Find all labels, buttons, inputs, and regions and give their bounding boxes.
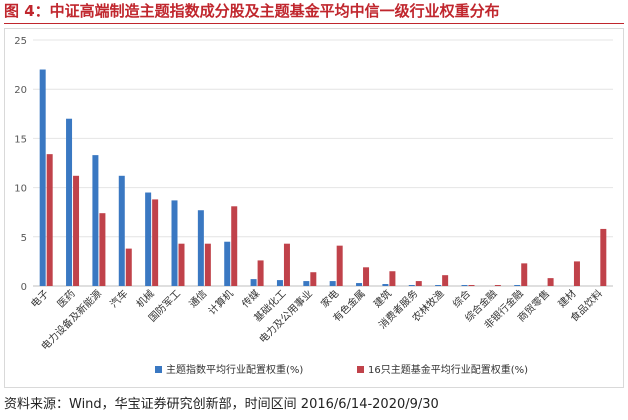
bar-index-weight: [92, 155, 99, 286]
legend-swatch: [357, 366, 364, 373]
bar-index-weight: [303, 281, 310, 286]
bar-fund-weight: [257, 260, 264, 286]
bar-index-weight: [224, 241, 231, 286]
bar-fund-weight: [310, 272, 317, 286]
bar-fund-weight: [178, 243, 185, 286]
x-tick-label: 电子: [28, 287, 51, 310]
bar-fund-weight: [204, 243, 211, 286]
bar-fund-weight: [494, 285, 501, 286]
y-tick-label: 15: [14, 134, 27, 145]
bar-index-weight: [461, 285, 468, 286]
x-tick-label: 综合: [450, 287, 473, 310]
x-tick-label: 传媒: [240, 288, 263, 311]
bar-fund-weight: [336, 245, 343, 286]
bar-index-weight: [329, 281, 336, 286]
bar-index-weight: [145, 192, 152, 286]
bar-fund-weight: [99, 213, 106, 286]
bar-index-weight: [39, 69, 46, 286]
bar-fund-weight: [600, 228, 607, 286]
y-tick-label: 0: [21, 282, 27, 293]
bar-index-weight: [118, 175, 125, 286]
y-tick-label: 25: [14, 36, 27, 47]
bar-fund-weight: [547, 278, 554, 286]
bar-fund-weight: [442, 275, 449, 286]
x-tick-label: 建筑: [371, 287, 394, 310]
bar-fund-weight: [73, 175, 80, 286]
figure-title: 图 4：中证高端制造主题指数成分股及主题基金平均中信一级行业权重分布: [4, 2, 500, 20]
bar-fund-weight: [231, 206, 238, 286]
x-tick-label: 机械: [133, 287, 156, 310]
x-tick-label: 计算机: [205, 287, 235, 317]
title-divider: [4, 23, 624, 24]
bar-index-weight: [356, 283, 363, 286]
bar-fund-weight: [415, 281, 422, 286]
bar-index-weight: [408, 285, 415, 286]
bar-fund-weight: [521, 263, 528, 286]
legend-label: 16只主题基金平均行业配置权重(%): [368, 363, 528, 376]
bar-index-weight: [276, 280, 283, 286]
x-tick-label: 汽车: [107, 287, 130, 310]
legend-swatch: [155, 366, 162, 373]
y-tick-label: 20: [14, 85, 27, 96]
bar-fund-weight: [283, 243, 290, 286]
bar-index-weight: [435, 285, 442, 286]
source-note: 资料来源：Wind，华宝证券研究创新部，时间区间 2016/6/14-2020/…: [4, 397, 439, 412]
bar-index-weight: [382, 284, 389, 286]
legend-label: 主题指数平均行业配置权重(%): [166, 363, 303, 376]
y-tick-label: 10: [14, 184, 27, 195]
bar-fund-weight: [573, 261, 580, 286]
bar-fund-weight: [152, 199, 159, 286]
bar-index-weight: [171, 200, 178, 286]
bar-index-weight: [197, 210, 204, 286]
bar-fund-weight: [468, 285, 475, 286]
x-tick-label: 建材: [555, 287, 578, 310]
bar-index-weight: [514, 285, 521, 286]
chart-frame: 0 5 10 15 20 25 电子 医药 电力设备及新能源 汽车 机械 国防军工 通信 计算机 传媒 基础化…: [4, 28, 624, 388]
bar-fund-weight: [46, 154, 53, 286]
x-tick-label: 家电: [318, 287, 341, 310]
x-tick-label: 通信: [187, 288, 210, 311]
y-tick-label: 5: [21, 233, 27, 244]
x-tick-label: 医药: [55, 288, 78, 311]
bar-fund-weight: [389, 271, 396, 286]
bar-index-weight: [250, 279, 257, 286]
bar-fund-weight: [363, 267, 370, 286]
bar-fund-weight: [125, 248, 132, 286]
bar-index-weight: [66, 118, 73, 286]
